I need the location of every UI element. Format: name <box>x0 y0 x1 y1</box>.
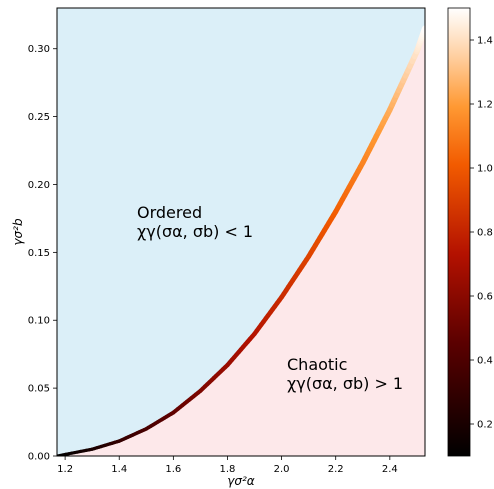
colorbar-tick-label: 1.0 <box>477 164 493 175</box>
colorbar-tick-label: 0.8 <box>477 228 493 239</box>
x-axis-ticks: 1.2 1.4 1.6 1.8 2.0 2.2 2.4 <box>57 456 398 475</box>
x-tick-label: 1.6 <box>165 464 181 475</box>
y-axis-label: γσ²b <box>11 218 25 246</box>
y-tick-label: 0.25 <box>28 112 50 123</box>
chaotic-region <box>57 28 425 456</box>
boundary-curve <box>57 25 425 456</box>
ordered-label-condition: χγ(σα, σb) < 1 <box>137 222 253 241</box>
chaotic-label-condition: χγ(σα, σb) > 1 <box>287 374 403 393</box>
colorbar-tick-label: 0.6 <box>477 292 493 303</box>
x-tick-label: 1.8 <box>220 464 236 475</box>
colorbar-tick-label: 0.2 <box>477 420 493 431</box>
x-tick-label: 2.0 <box>274 464 290 475</box>
x-tick-label: 1.2 <box>57 464 73 475</box>
ordered-label-title: Ordered <box>137 203 202 222</box>
chaotic-label-title: Chaotic <box>287 355 347 374</box>
colorbar-tick-label: 0.4 <box>477 356 493 367</box>
x-tick-label: 1.4 <box>111 464 127 475</box>
y-tick-label: 0.00 <box>28 452 50 463</box>
colorbar-tick-label: 1.4 <box>477 36 493 47</box>
ordered-region <box>57 8 425 456</box>
colorbar-tick-label: 1.2 <box>477 100 493 111</box>
colorbar: 0.2 0.4 0.6 0.8 1.0 1.2 1.4 <box>447 7 493 457</box>
y-axis-ticks: 0.00 0.05 0.10 0.15 0.20 0.25 0.30 <box>28 44 57 463</box>
x-tick-label: 2.2 <box>328 464 344 475</box>
y-tick-label: 0.30 <box>28 44 50 55</box>
y-tick-label: 0.10 <box>28 316 50 327</box>
ordered-label: Ordered χγ(σα, σb) < 1 <box>137 203 253 241</box>
y-tick-label: 0.15 <box>28 248 50 259</box>
chaotic-label: Chaotic χγ(σα, σb) > 1 <box>287 355 403 393</box>
y-tick-label: 0.05 <box>28 384 50 395</box>
plot-frame <box>56 7 426 457</box>
colorbar-gradient <box>447 7 471 457</box>
plot-area <box>57 8 425 456</box>
x-axis-label: γσ²α <box>227 474 255 488</box>
y-tick-label: 0.20 <box>28 180 50 191</box>
x-tick-label: 2.4 <box>382 464 398 475</box>
colorbar-ticks: 0.2 0.4 0.6 0.8 1.0 1.2 1.4 <box>470 36 493 431</box>
